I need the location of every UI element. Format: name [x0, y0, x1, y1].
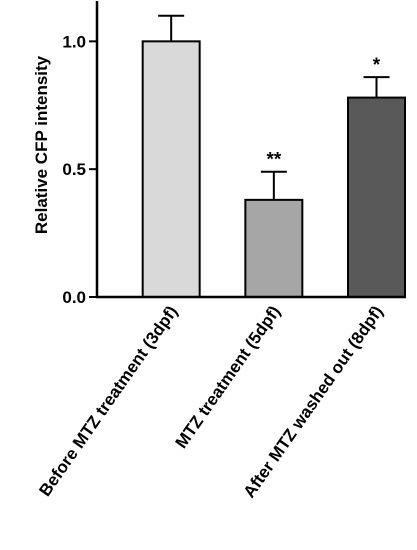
y-tick-label-3: 1.0 [62, 32, 86, 51]
significance-label-2: ** [266, 150, 281, 171]
x-tick-label-1: Before MTZ treatment (3dpf) [35, 302, 181, 499]
y-axis-label: Relative CFP intensity [32, 55, 51, 234]
bar-3 [347, 96, 406, 298]
bar-1 [141, 40, 201, 298]
y-tick-label-2: 0.5 [62, 160, 86, 179]
bar-2 [244, 198, 304, 298]
y-tick-label-1: 0.0 [62, 288, 86, 307]
significance-label-3: * [373, 55, 381, 76]
x-tick-label-2: MTZ treatment (5dpf) [172, 302, 285, 451]
